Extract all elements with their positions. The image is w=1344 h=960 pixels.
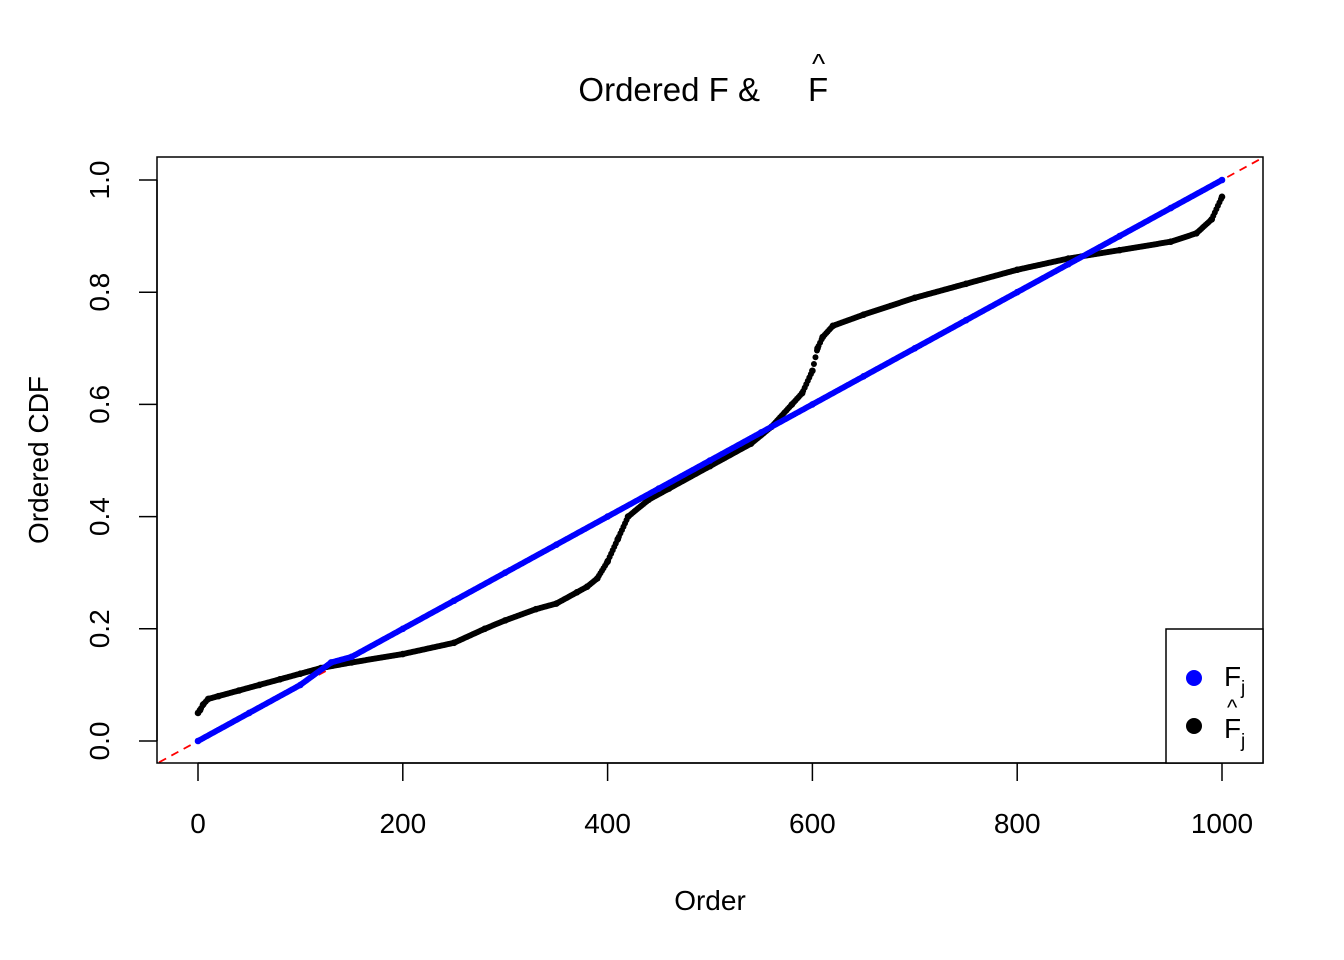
x-axis: 0 200 400 600 800 1000 [190,762,1253,839]
x-tick-label: 800 [994,808,1041,839]
legend: F j F ^ j [1165,628,1264,764]
legend-label-f-subscript: j [1240,678,1245,699]
y-tick-label: 0.0 [84,722,115,761]
series-point [1217,196,1224,203]
y-tick-label: 0.8 [84,273,115,312]
y-axis: 0.0 0.2 0.4 0.6 0.8 1.0 [84,161,158,761]
title-hat-mark: ^ [812,48,825,79]
legend-marker-f-hat [1186,718,1202,734]
series-1 [194,193,1226,717]
title-hat-symbol: F [808,71,828,108]
legend-label-f-hat: F [1224,713,1241,744]
y-tick-label: 0.6 [84,385,115,424]
legend-label-f-hat-subscript: j [1240,731,1245,752]
chart-title: Ordered F & F ^ [578,48,828,108]
series-point [1217,177,1224,184]
y-axis-label: Ordered CDF [23,376,54,544]
series-point [812,354,819,361]
x-tick-label: 200 [379,808,426,839]
x-tick-label: 600 [789,808,836,839]
series-point [810,361,817,368]
legend-marker-f [1186,670,1202,686]
legend-label-f: F [1224,661,1241,692]
series-0 [194,176,1226,745]
y-tick-label: 0.4 [84,497,115,536]
y-tick-label: 1.0 [84,161,115,200]
legend-label-hat-mark: ^ [1227,695,1238,720]
title-text: Ordered F & [578,71,760,108]
x-tick-label: 1000 [1191,808,1253,839]
x-axis-label: Order [674,885,746,916]
legend-box [1165,628,1264,764]
data-layer [157,157,1263,763]
x-tick-label: 400 [584,808,631,839]
series-point [809,367,816,374]
y-tick-label: 0.2 [84,609,115,648]
x-tick-label: 0 [190,808,206,839]
